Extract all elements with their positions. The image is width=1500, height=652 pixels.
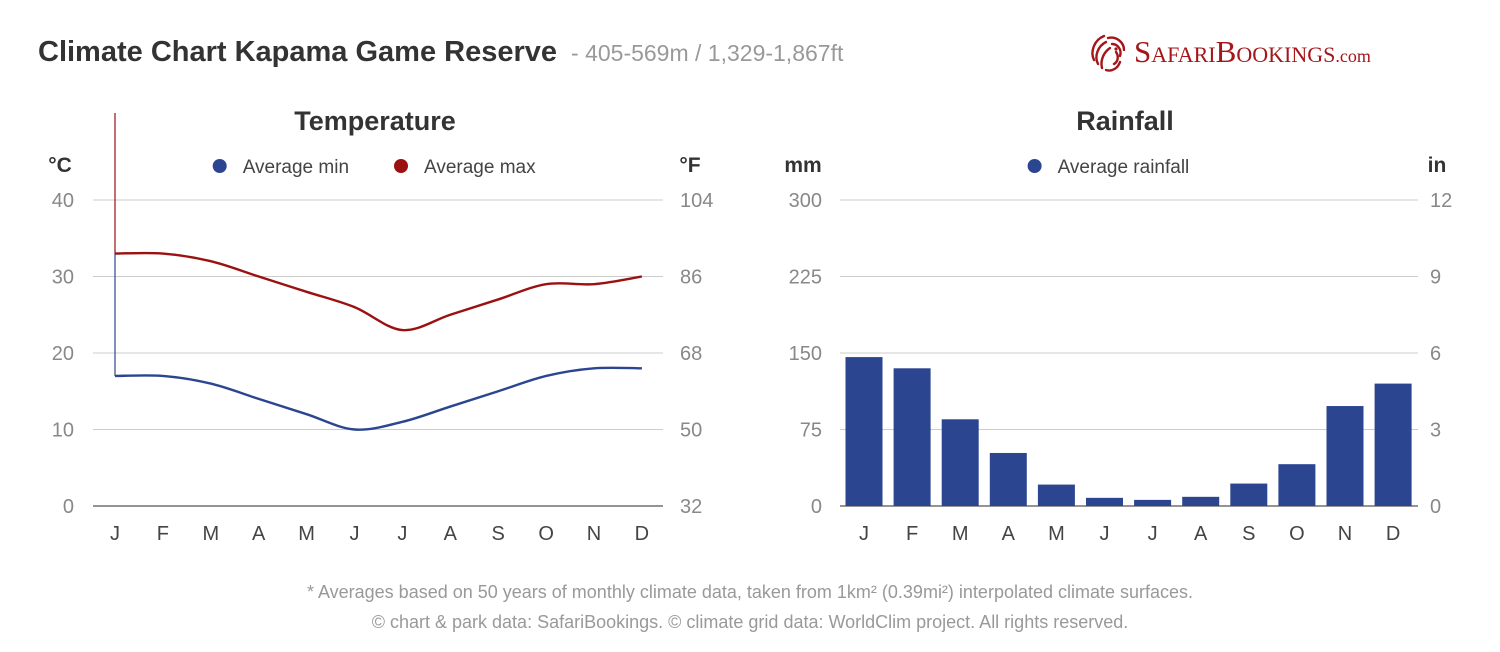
y-tick-label-right: 0 [1430,496,1441,518]
y-tick-label-left: 30 [52,267,74,289]
y-tick-label-left: 40 [52,190,74,212]
rainfall-bar [1230,483,1268,506]
y-tick-label-left: 10 [52,420,74,442]
logo-bookings: OOKINGS [1236,42,1336,67]
y-tick-label-right: 32 [680,496,702,518]
rainfall-bar [845,357,883,506]
x-tick-label: J [110,523,120,545]
y-tick-label-left: 20 [52,343,74,365]
y-tick-label-left: 75 [800,420,822,442]
x-tick-label: J [1148,523,1158,545]
y-tick-label-right: 6 [1430,343,1441,365]
legend-label: Average max [424,157,536,178]
y-axis-unit-left: mm [784,154,821,177]
y-tick-label-left: 0 [811,496,822,518]
x-tick-label: A [252,523,266,545]
x-tick-label: F [157,523,169,545]
x-tick-label: F [906,523,918,545]
x-tick-label: A [1002,523,1016,545]
x-tick-label: J [350,523,360,545]
y-tick-label-left: 150 [789,343,822,365]
x-tick-label: N [1338,523,1352,545]
lion-head-icon [1091,34,1126,72]
safaribookings-logo[interactable]: SAFARIBOOKINGS.com [1086,30,1466,76]
y-tick-label-right: 9 [1430,267,1441,289]
series-line-average-min [114,366,642,431]
page-title: Climate Chart Kapama Game Reserve [38,36,558,68]
y-tick-label-left: 225 [789,267,822,289]
logo-wordmark: SAFARIBOOKINGS.com [1134,34,1371,69]
y-axis-unit-left: °C [48,154,72,177]
x-tick-label: J [397,523,407,545]
x-tick-label: O [1289,523,1305,545]
y-axis-unit-right: in [1428,154,1447,177]
x-tick-label: J [1100,523,1110,545]
y-axis-unit-right: °F [679,154,700,177]
series-line-average-max [114,251,643,332]
rainfall-bar [1134,499,1172,506]
x-tick-label: M [952,523,969,545]
y-tick-label-right: 3 [1430,420,1441,442]
x-tick-label: A [1194,523,1208,545]
rainfall-bar [1374,383,1412,506]
rainfall-bar [1182,496,1220,506]
logo-safari: AFARI [1151,42,1216,67]
chart-title: Temperature [294,106,456,136]
y-tick-label-right: 50 [680,420,702,442]
x-tick-label: S [492,523,505,545]
logo-dotcom: .com [1335,46,1371,66]
rainfall-bar [1086,497,1123,506]
page-subtitle: - 405-569m / 1,329-1,867ft [571,40,844,66]
legend-marker [212,159,227,173]
x-tick-label: M [1048,523,1065,545]
y-tick-label-right: 68 [680,343,702,365]
legend-label: Average rainfall [1058,157,1190,178]
legend-label: Average min [243,157,349,178]
rainfall-bar [1037,484,1075,506]
rainfall-bar [893,368,931,506]
y-tick-label-left: 300 [789,190,822,212]
legend-marker [394,159,408,173]
x-tick-label: J [859,523,869,545]
rainfall-bar [989,452,1027,506]
rainfall-bar [1326,406,1364,506]
x-tick-label: O [538,523,554,545]
footer-note: * Averages based on 50 years of monthly … [306,582,1194,602]
y-tick-label-right: 12 [1430,190,1452,212]
x-tick-label: D [1386,523,1400,545]
y-tick-label-left: 0 [63,496,74,518]
rainfall-bar [1278,464,1316,506]
y-tick-label-right: 104 [680,190,713,212]
chart-title: Rainfall [1076,106,1174,136]
legend-marker [1027,159,1042,173]
y-tick-label-right: 86 [680,267,702,289]
x-tick-label: S [1242,523,1255,545]
x-tick-label: M [202,523,219,545]
x-tick-label: N [587,523,601,545]
x-tick-label: A [444,523,458,545]
rainfall-bar [941,419,979,506]
x-tick-label: M [298,523,315,545]
x-tick-label: D [635,523,649,545]
footer-credits: © chart & park data: SafariBookings. © c… [371,612,1129,632]
chart-header: Climate Chart Kapama Game Reserve - 405-… [38,36,843,76]
